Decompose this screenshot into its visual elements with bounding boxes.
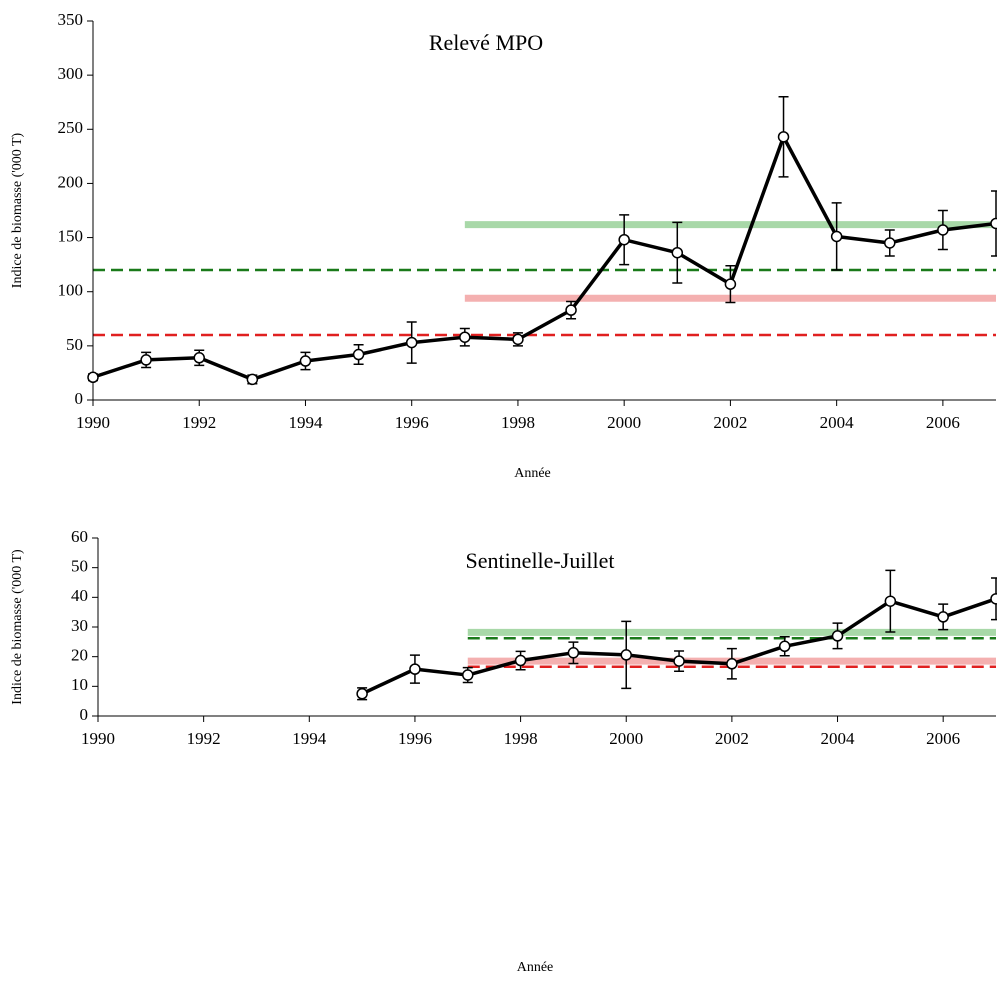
data-point [726,658,738,670]
data-point [246,373,259,386]
x-axis-title: Année [517,960,554,975]
y-tick-label: 40 [71,586,88,605]
data-point [778,640,791,653]
data-point [990,593,997,605]
x-tick-label: 1994 [288,413,323,432]
y-axis-title: Indice de biomasse ('000 T) [10,132,25,288]
x-tick-label: 2002 [715,729,749,748]
x-tick-label: 1992 [187,729,221,748]
data-point [405,336,418,349]
data-point [990,217,997,230]
x-tick-label: 2006 [926,413,960,432]
x-tick-label: 2004 [821,729,856,748]
x-axis-title: Année [514,466,551,481]
y-tick-label: 10 [71,675,88,694]
data-point [567,647,580,659]
x-tick-label: 1994 [292,729,327,748]
data-point [193,352,205,364]
y-tick-label: 300 [58,64,84,83]
data-point [352,348,365,361]
data-point [830,230,843,243]
data-point [724,278,737,290]
y-tick-label: 200 [58,172,84,191]
data-point [87,371,99,384]
x-tick-label: 2004 [820,413,855,432]
data-point [462,669,474,681]
x-tick-label: 2002 [713,413,747,432]
x-tick-label: 1996 [395,413,429,432]
data-point [514,654,527,667]
data-line [361,597,997,696]
x-tick-label: 1990 [81,729,115,748]
y-tick-label: 50 [66,335,83,354]
y-tick-label: 50 [71,557,88,576]
data-point [512,333,524,346]
x-tick-label: 2000 [609,729,643,748]
y-axis-title: Indice de biomasse ('000 T) [10,549,25,705]
data-point [299,355,312,367]
data-point [620,649,632,661]
chart-title: Sentinelle-Juillet [465,548,614,573]
data-point [777,131,790,143]
data-point [671,246,684,259]
y-tick-label: 250 [58,118,84,137]
y-tick-label: 350 [58,10,84,29]
y-tick-label: 100 [58,281,84,300]
data-point [409,663,421,675]
data-point [937,611,949,623]
x-tick-label: 2000 [607,413,641,432]
data-point [618,233,630,246]
data-point [884,595,897,607]
chart-title: Relevé MPO [429,30,543,55]
data-point [565,304,577,316]
y-tick-label: 30 [71,616,88,635]
y-tick-label: 60 [71,527,88,546]
data-line [92,135,997,382]
x-tick-label: 1998 [501,413,535,432]
x-tick-label: 1996 [398,729,432,748]
data-point [459,331,471,343]
y-tick-label: 20 [71,646,88,665]
x-tick-label: 1992 [182,413,216,432]
data-point [140,354,152,366]
x-tick-label: 1998 [504,729,538,748]
data-point [831,630,844,642]
data-point [356,688,368,700]
data-point [937,224,949,236]
x-tick-label: 1990 [76,413,110,432]
y-tick-label: 0 [80,705,89,724]
data-point [884,237,896,249]
y-tick-label: 0 [75,389,84,408]
y-tick-label: 150 [58,226,84,245]
data-point [673,655,685,667]
x-tick-label: 2006 [926,729,960,748]
